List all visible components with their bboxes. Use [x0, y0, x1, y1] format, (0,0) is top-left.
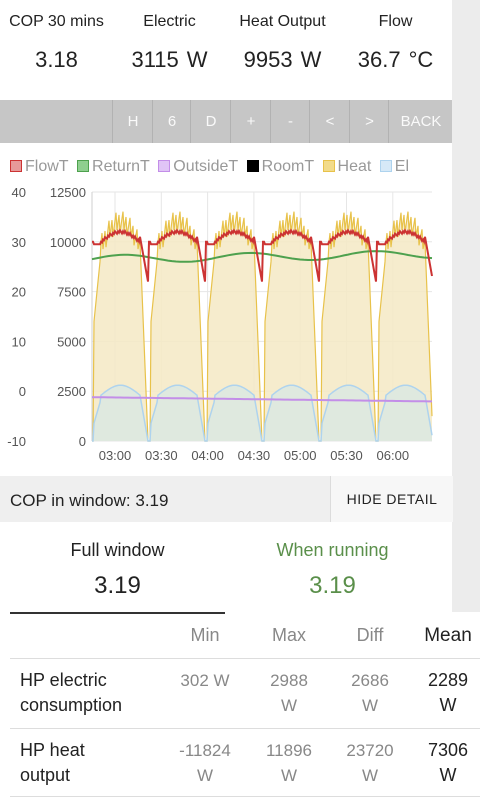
six-hours-button[interactable]: 6: [152, 100, 191, 143]
legend-heat[interactable]: Heat: [322, 158, 371, 176]
y-right-tick: 12500: [50, 185, 86, 200]
right-margin: [452, 0, 480, 612]
y-left-tick: -10: [7, 434, 26, 449]
row-divider: [10, 796, 480, 797]
legend-swatch: [10, 160, 22, 172]
hide-detail-button[interactable]: HIDE DETAIL: [330, 476, 453, 522]
x-tick: 05:00: [284, 448, 317, 463]
zoom-in-button[interactable]: +: [230, 100, 271, 143]
stat-label: Flow: [378, 13, 413, 30]
legend-swatch: [379, 160, 392, 172]
cop-window-text: COP in window: 3.19: [10, 491, 169, 510]
x-tick: 05:30: [330, 448, 363, 463]
legend-swatch: [158, 160, 171, 172]
electric-line: [92, 384, 433, 442]
full-window-value: 3.19: [94, 572, 141, 599]
heat-area: [92, 211, 432, 441]
legend-swatch: [322, 160, 335, 172]
stat-value: 3.18: [35, 47, 78, 72]
stat-unit: °C: [408, 47, 434, 72]
cop-window-value: 3.19: [135, 491, 169, 510]
y-left-tick: 10: [12, 334, 26, 349]
y-right-tick: 0: [79, 434, 86, 449]
y-left-tick: 30: [12, 235, 26, 250]
row-divider: [10, 658, 480, 659]
heat-diff: 23720 W: [346, 741, 394, 785]
col-max-header: Max: [271, 625, 306, 645]
stat-label: COP 30 mins: [9, 13, 104, 30]
chart-toolbar: H 6 D + - < > BACK: [0, 100, 452, 143]
zoom-out-button[interactable]: -: [270, 100, 310, 143]
full-window-title: Full window: [70, 540, 165, 560]
pan-left-button[interactable]: <: [309, 100, 350, 143]
heat-pump-chart[interactable]: 40 12500 30 10000 20 7500 10 5000 0 2500 -10 0 03:00…: [0, 182, 452, 466]
legend-swatch: [77, 160, 90, 172]
col-mean-header: Mean: [424, 625, 472, 646]
x-tick: 04:30: [238, 448, 271, 463]
y-left-tick: 40: [12, 185, 26, 200]
y-right-tick: 2500: [57, 384, 86, 399]
stat-unit: W: [300, 47, 322, 72]
when-running-value: 3.19: [309, 572, 356, 599]
legend-outsidet[interactable]: OutsideT: [158, 158, 238, 176]
pan-right-button[interactable]: >: [349, 100, 389, 143]
y-right-tick: 10000: [50, 235, 86, 250]
electric-min: 302 W: [180, 671, 230, 690]
stat-value: 3115 W: [131, 47, 208, 72]
hour-button[interactable]: H: [112, 100, 153, 143]
y-left-tick: 20: [12, 285, 26, 300]
top-stats-row: COP 30 mins 3.18 Electric 3115 W Heat Out…: [0, 0, 452, 90]
row-label-electric: HP electric consumption: [20, 670, 123, 715]
outside-temp-line: [92, 396, 432, 403]
flow-temp-line: [92, 228, 433, 282]
stat-value: 9953 W: [243, 47, 322, 72]
row-divider: [10, 728, 480, 729]
y-right-tick: 5000: [57, 334, 86, 349]
row-label-heat: HP heat output: [20, 740, 85, 785]
y-left-tick: 0: [19, 384, 26, 399]
heat-min: -11824 W: [179, 741, 231, 785]
legend-swatch: [246, 160, 259, 172]
x-tick: 06:00: [377, 448, 410, 463]
chart-legend: FlowT ReturnT OutsideT RoomT Heat El: [10, 158, 450, 180]
electric-max: 2988 W: [270, 671, 308, 715]
x-tick: 03:00: [99, 448, 132, 463]
active-window-underline: [10, 612, 225, 614]
legend-roomt[interactable]: RoomT: [246, 158, 314, 176]
y-right-tick: 7500: [57, 285, 86, 300]
legend-flowt[interactable]: FlowT: [10, 158, 69, 176]
heat-max: 11896 W: [265, 741, 312, 785]
heat-mean: 7306 W: [427, 740, 469, 785]
day-button[interactable]: D: [190, 100, 231, 143]
when-running-title: When running: [276, 540, 389, 560]
stat-label: Heat Output: [239, 13, 326, 30]
cop-window-bar: COP in window: 3.19 HIDE DETAIL: [0, 476, 453, 522]
stat-unit: W: [186, 47, 208, 72]
stat-value: 36.7 °C: [357, 47, 434, 72]
stat-label: Electric: [143, 13, 196, 30]
x-tick: 04:00: [191, 448, 224, 463]
col-min-header: Min: [190, 625, 220, 645]
legend-el[interactable]: El: [379, 158, 409, 176]
legend-returnt[interactable]: ReturnT: [77, 158, 150, 176]
electric-diff: 2686 W: [351, 671, 389, 715]
electric-mean: 2289 W: [427, 670, 469, 715]
back-button[interactable]: BACK: [388, 100, 453, 143]
col-diff-header: Diff: [356, 625, 384, 645]
x-tick: 03:30: [145, 448, 178, 463]
